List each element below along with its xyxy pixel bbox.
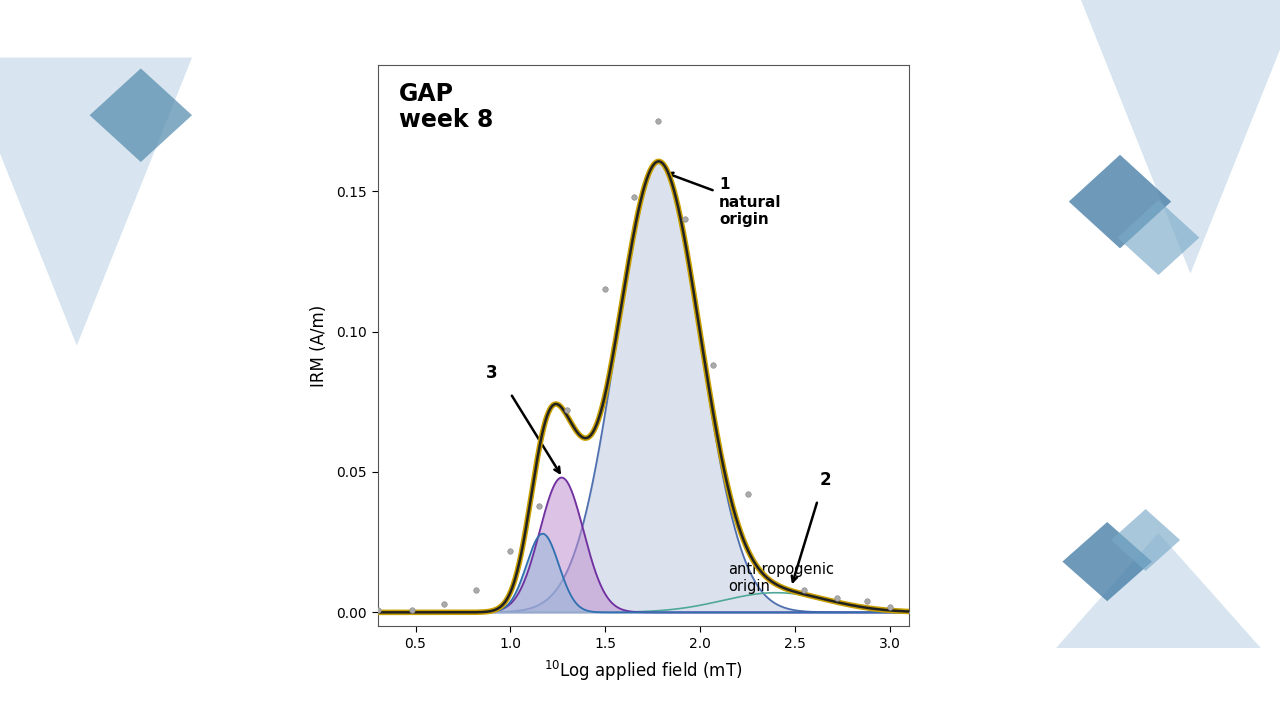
Text: anthropogenic
origin: anthropogenic origin (728, 562, 835, 594)
Point (500, 545, 521, 557)
Point (402, 604, 422, 616)
Point (595, 284, 616, 295)
Point (623, 191, 644, 202)
Point (434, 598, 454, 610)
Point (879, 601, 900, 613)
Y-axis label: IRM (A/m): IRM (A/m) (310, 305, 328, 387)
Point (703, 359, 723, 371)
Point (675, 213, 695, 225)
Text: 1
natural
origin: 1 natural origin (719, 177, 782, 227)
Text: 2: 2 (819, 471, 831, 489)
X-axis label: $^{10}$Log applied field (mT): $^{10}$Log applied field (mT) (544, 659, 742, 683)
Point (856, 595, 877, 607)
Point (648, 115, 668, 127)
Point (737, 489, 758, 500)
Point (367, 604, 388, 616)
Point (557, 405, 577, 416)
Point (827, 593, 847, 604)
Point (794, 584, 814, 595)
Point (529, 500, 549, 511)
Point (466, 584, 486, 595)
Text: GAP
week 8: GAP week 8 (399, 81, 493, 132)
Text: 3: 3 (485, 364, 498, 382)
